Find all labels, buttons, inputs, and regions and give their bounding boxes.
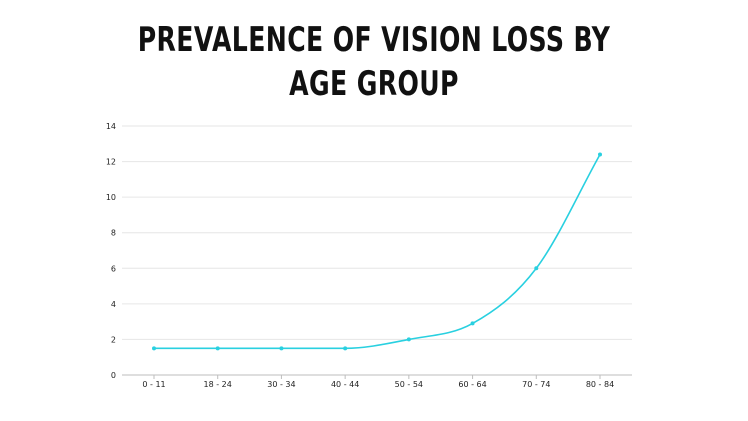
data-point-4 bbox=[406, 337, 411, 342]
x-tick-label-4: 50 - 54 bbox=[395, 380, 423, 389]
series-lines bbox=[153, 153, 601, 350]
series-line bbox=[153, 153, 601, 350]
x-tick-label-6: 70 - 74 bbox=[522, 380, 550, 389]
y-tick-label-8: 8 bbox=[111, 229, 116, 238]
x-tick-label-3: 40 - 44 bbox=[331, 380, 359, 389]
x-tick-label-1: 18 - 24 bbox=[204, 380, 232, 389]
chart-title-line-1: PREVALENCE OF VISION LOSS BY bbox=[137, 20, 611, 60]
y-tick-label-6: 6 bbox=[111, 264, 116, 273]
data-points bbox=[152, 152, 602, 351]
x-tick-label-2: 30 - 34 bbox=[267, 380, 295, 389]
y-tick-label-4: 4 bbox=[111, 300, 116, 309]
grid-lines bbox=[122, 125, 632, 340]
data-point-0 bbox=[152, 346, 156, 351]
y-tick-label-0: 0 bbox=[111, 371, 116, 380]
y-tick-labels: 0 2 4 6 8 10 12 14 bbox=[106, 122, 116, 380]
data-point-1 bbox=[215, 346, 220, 351]
x-tick-label-5: 60 - 64 bbox=[458, 380, 486, 389]
data-point-6 bbox=[534, 266, 539, 271]
chart-title-line-2: AGE GROUP bbox=[289, 64, 459, 104]
x-tick-labels: 0 - 11 18 - 24 30 - 34 40 - 44 50 - 54 60 - 6… bbox=[142, 380, 614, 389]
chart-title: PREVALENCE OF VISION LOSS BY AGE GROUP bbox=[97, 18, 651, 106]
y-tick-label-2: 2 bbox=[111, 335, 116, 344]
data-point-5 bbox=[470, 321, 475, 326]
axes bbox=[122, 374, 632, 379]
data-point-2 bbox=[279, 346, 284, 351]
x-tick-label-0: 0 - 11 bbox=[142, 380, 165, 389]
x-tick-label-7: 80 - 84 bbox=[586, 380, 614, 389]
data-point-7 bbox=[598, 152, 602, 157]
data-point-3 bbox=[343, 346, 348, 351]
y-tick-label-10: 10 bbox=[106, 193, 116, 202]
y-tick-label-14: 14 bbox=[106, 122, 116, 131]
y-tick-label-12: 12 bbox=[106, 158, 116, 167]
